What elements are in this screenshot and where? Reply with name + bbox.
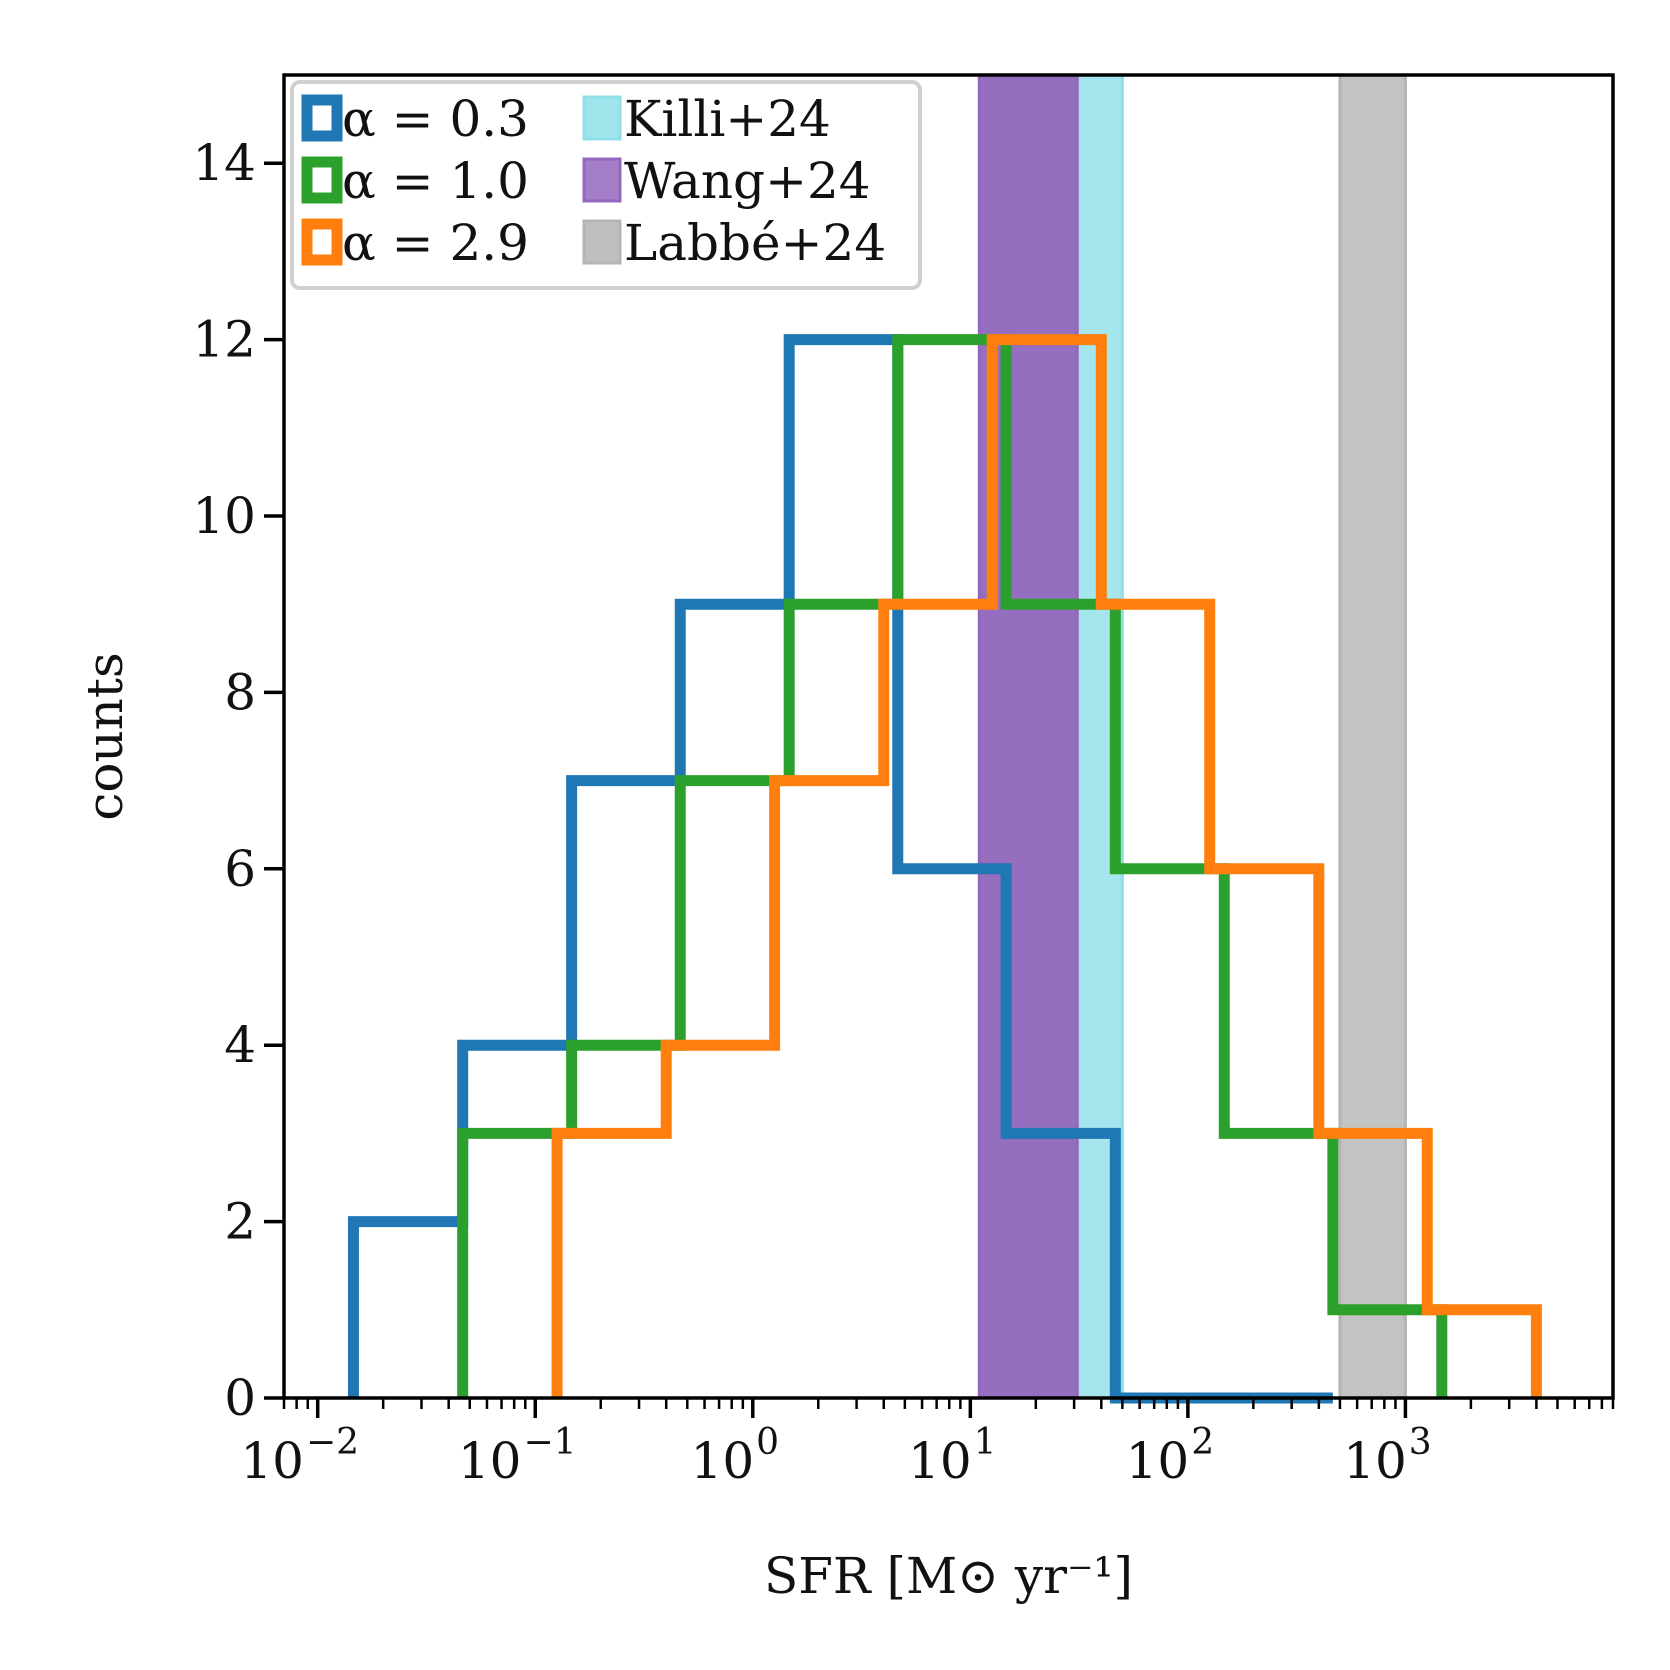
legend-label-2: α = 1.0 [342, 152, 529, 210]
y-tick-label: 14 [192, 134, 256, 192]
x-tick-label: 103 [1343, 1422, 1432, 1490]
legend-label-1: α = 0.3 [342, 90, 529, 148]
x-tick-label: 10−2 [240, 1422, 359, 1490]
x-tick-exponent: −2 [306, 1422, 359, 1463]
bands-layer [977, 73, 1407, 1400]
legend-label-5: Wang+24 [624, 152, 871, 210]
legend-label-4: Killi+24 [624, 90, 831, 148]
y-tick-label: 0 [224, 1369, 256, 1427]
x-axis-label: SFR [M⊙ yr⁻¹] [764, 1547, 1133, 1605]
y-axis-label: counts [76, 652, 134, 820]
x-tick-label: 10−1 [458, 1422, 577, 1490]
x-tick-label: 100 [691, 1422, 780, 1490]
x-tick-exponent: 0 [756, 1422, 779, 1463]
series-layer [347, 334, 1542, 1404]
legend-handle-2 [301, 156, 343, 204]
histogram-series-3 [551, 334, 1542, 1398]
legend-handle-5 [582, 157, 622, 203]
legend-label-6: Labbé+24 [624, 214, 886, 272]
y-tick-label: 8 [224, 663, 256, 721]
y-tick-label: 2 [224, 1193, 256, 1251]
x-tick-exponent: −1 [524, 1422, 577, 1463]
legend-handle-3 [301, 218, 343, 266]
legend-handle-4 [582, 95, 622, 141]
x-tick-exponent: 1 [974, 1422, 997, 1463]
legend-handle-1 [301, 94, 343, 142]
x-tick-exponent: 3 [1409, 1422, 1432, 1463]
legend: α = 0.3α = 1.0α = 2.9 Killi+24Wang+24Labb… [290, 80, 922, 290]
x-tick-label: 102 [1126, 1422, 1215, 1490]
band-labb-24 [1338, 73, 1407, 1400]
legend-label-3: α = 2.9 [342, 214, 529, 272]
y-tick-label: 6 [224, 840, 256, 898]
histogram-series-1 [347, 334, 1333, 1404]
band-wang-24 [977, 73, 1079, 1400]
y-tick-label: 12 [192, 311, 256, 369]
legend-handle-6 [582, 219, 622, 265]
y-tick-label: 10 [192, 487, 256, 545]
y-tick-label: 4 [224, 1016, 256, 1074]
x-tick-label: 101 [908, 1422, 997, 1490]
x-tick-exponent: 2 [1191, 1422, 1214, 1463]
